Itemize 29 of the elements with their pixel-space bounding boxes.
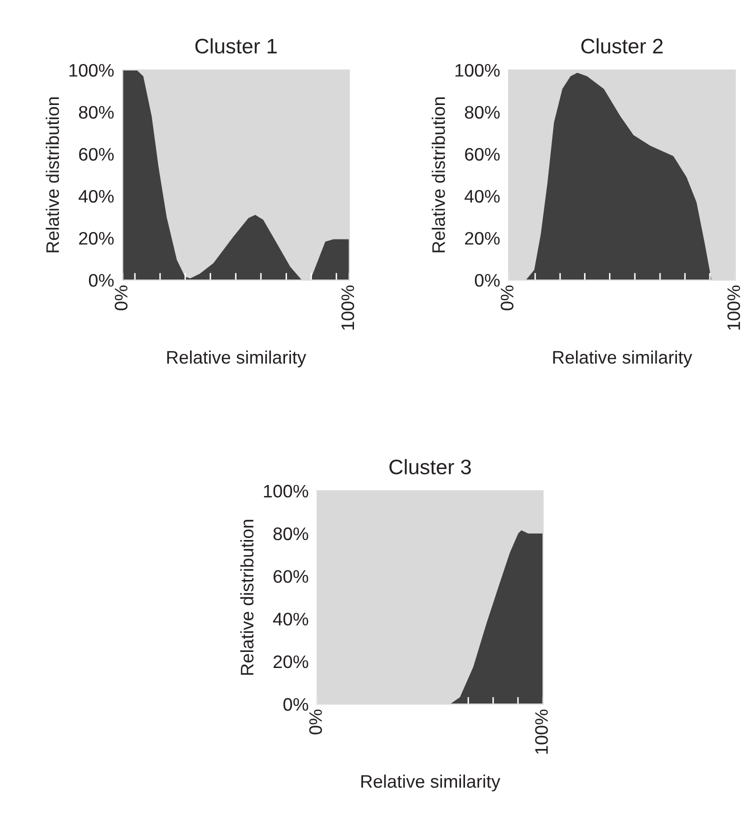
y-tick-label: 60% — [79, 148, 114, 161]
y-tick-label: 80% — [464, 106, 500, 119]
y-tick-label: 0% — [88, 274, 114, 287]
y-tick-label: 80% — [273, 527, 308, 540]
y-tick-label: 0% — [474, 274, 500, 287]
y-tick-label: 40% — [273, 612, 308, 626]
x-axis-title: Relative similarity — [361, 774, 500, 792]
y-tick-label: 80% — [78, 106, 114, 119]
y-tick-label: 20% — [465, 232, 500, 245]
y-tick-label: 100% — [70, 64, 114, 77]
y-tick-label: 60% — [465, 148, 500, 161]
y-tick-label: 20% — [79, 232, 114, 245]
chart-title: Cluster 2 — [581, 38, 663, 54]
y-tick-label: 100% — [264, 484, 308, 498]
y-tick-label: 0% — [283, 698, 308, 711]
x-tick-label: 100% — [727, 286, 740, 330]
y-tick-label: 100% — [456, 64, 500, 77]
y-axis-title: Relative distribution — [240, 520, 254, 675]
chart-title: Cluster 3 — [389, 459, 471, 474]
y-tick-label: 60% — [274, 570, 308, 583]
x-axis-title: Relative similarity — [167, 350, 306, 368]
y-axis-title: Relative distribution — [46, 97, 60, 252]
x-tick-label: 100% — [341, 286, 354, 330]
y-axis-title: Relative distribution — [432, 97, 446, 252]
y-tick-label: 40% — [78, 190, 114, 203]
y-tick-label: 40% — [464, 190, 500, 203]
x-axis-title: Relative similarity — [553, 350, 692, 368]
chart-title: Cluster 1 — [195, 38, 277, 54]
y-tick-label: 20% — [274, 655, 308, 668]
